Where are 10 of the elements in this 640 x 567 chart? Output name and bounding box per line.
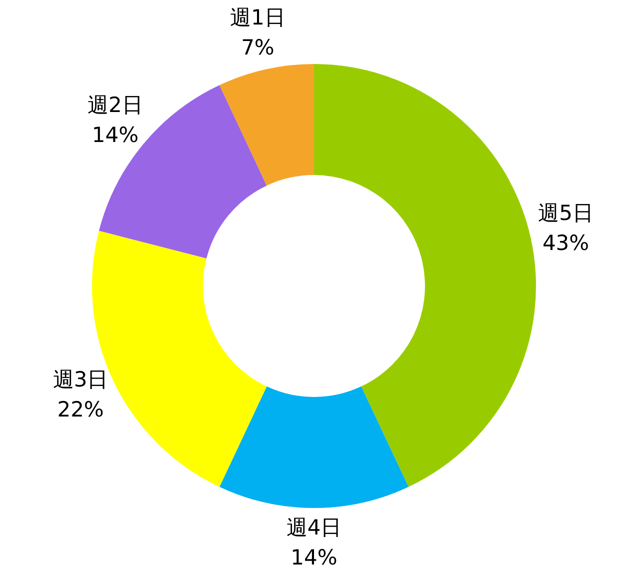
slice-label: 週3日 [52, 367, 108, 392]
slice-label: 週5日 [538, 201, 594, 226]
slice-label: 週4日 [286, 515, 342, 540]
data-label: 14% [92, 123, 139, 147]
data-label: 7% [241, 36, 274, 60]
slice-label: 週1日 [230, 6, 286, 30]
slice-label: 週2日 [88, 93, 143, 117]
data-label: 43% [542, 231, 590, 256]
data-label: 14% [290, 545, 338, 567]
data-label: 22% [57, 397, 104, 422]
